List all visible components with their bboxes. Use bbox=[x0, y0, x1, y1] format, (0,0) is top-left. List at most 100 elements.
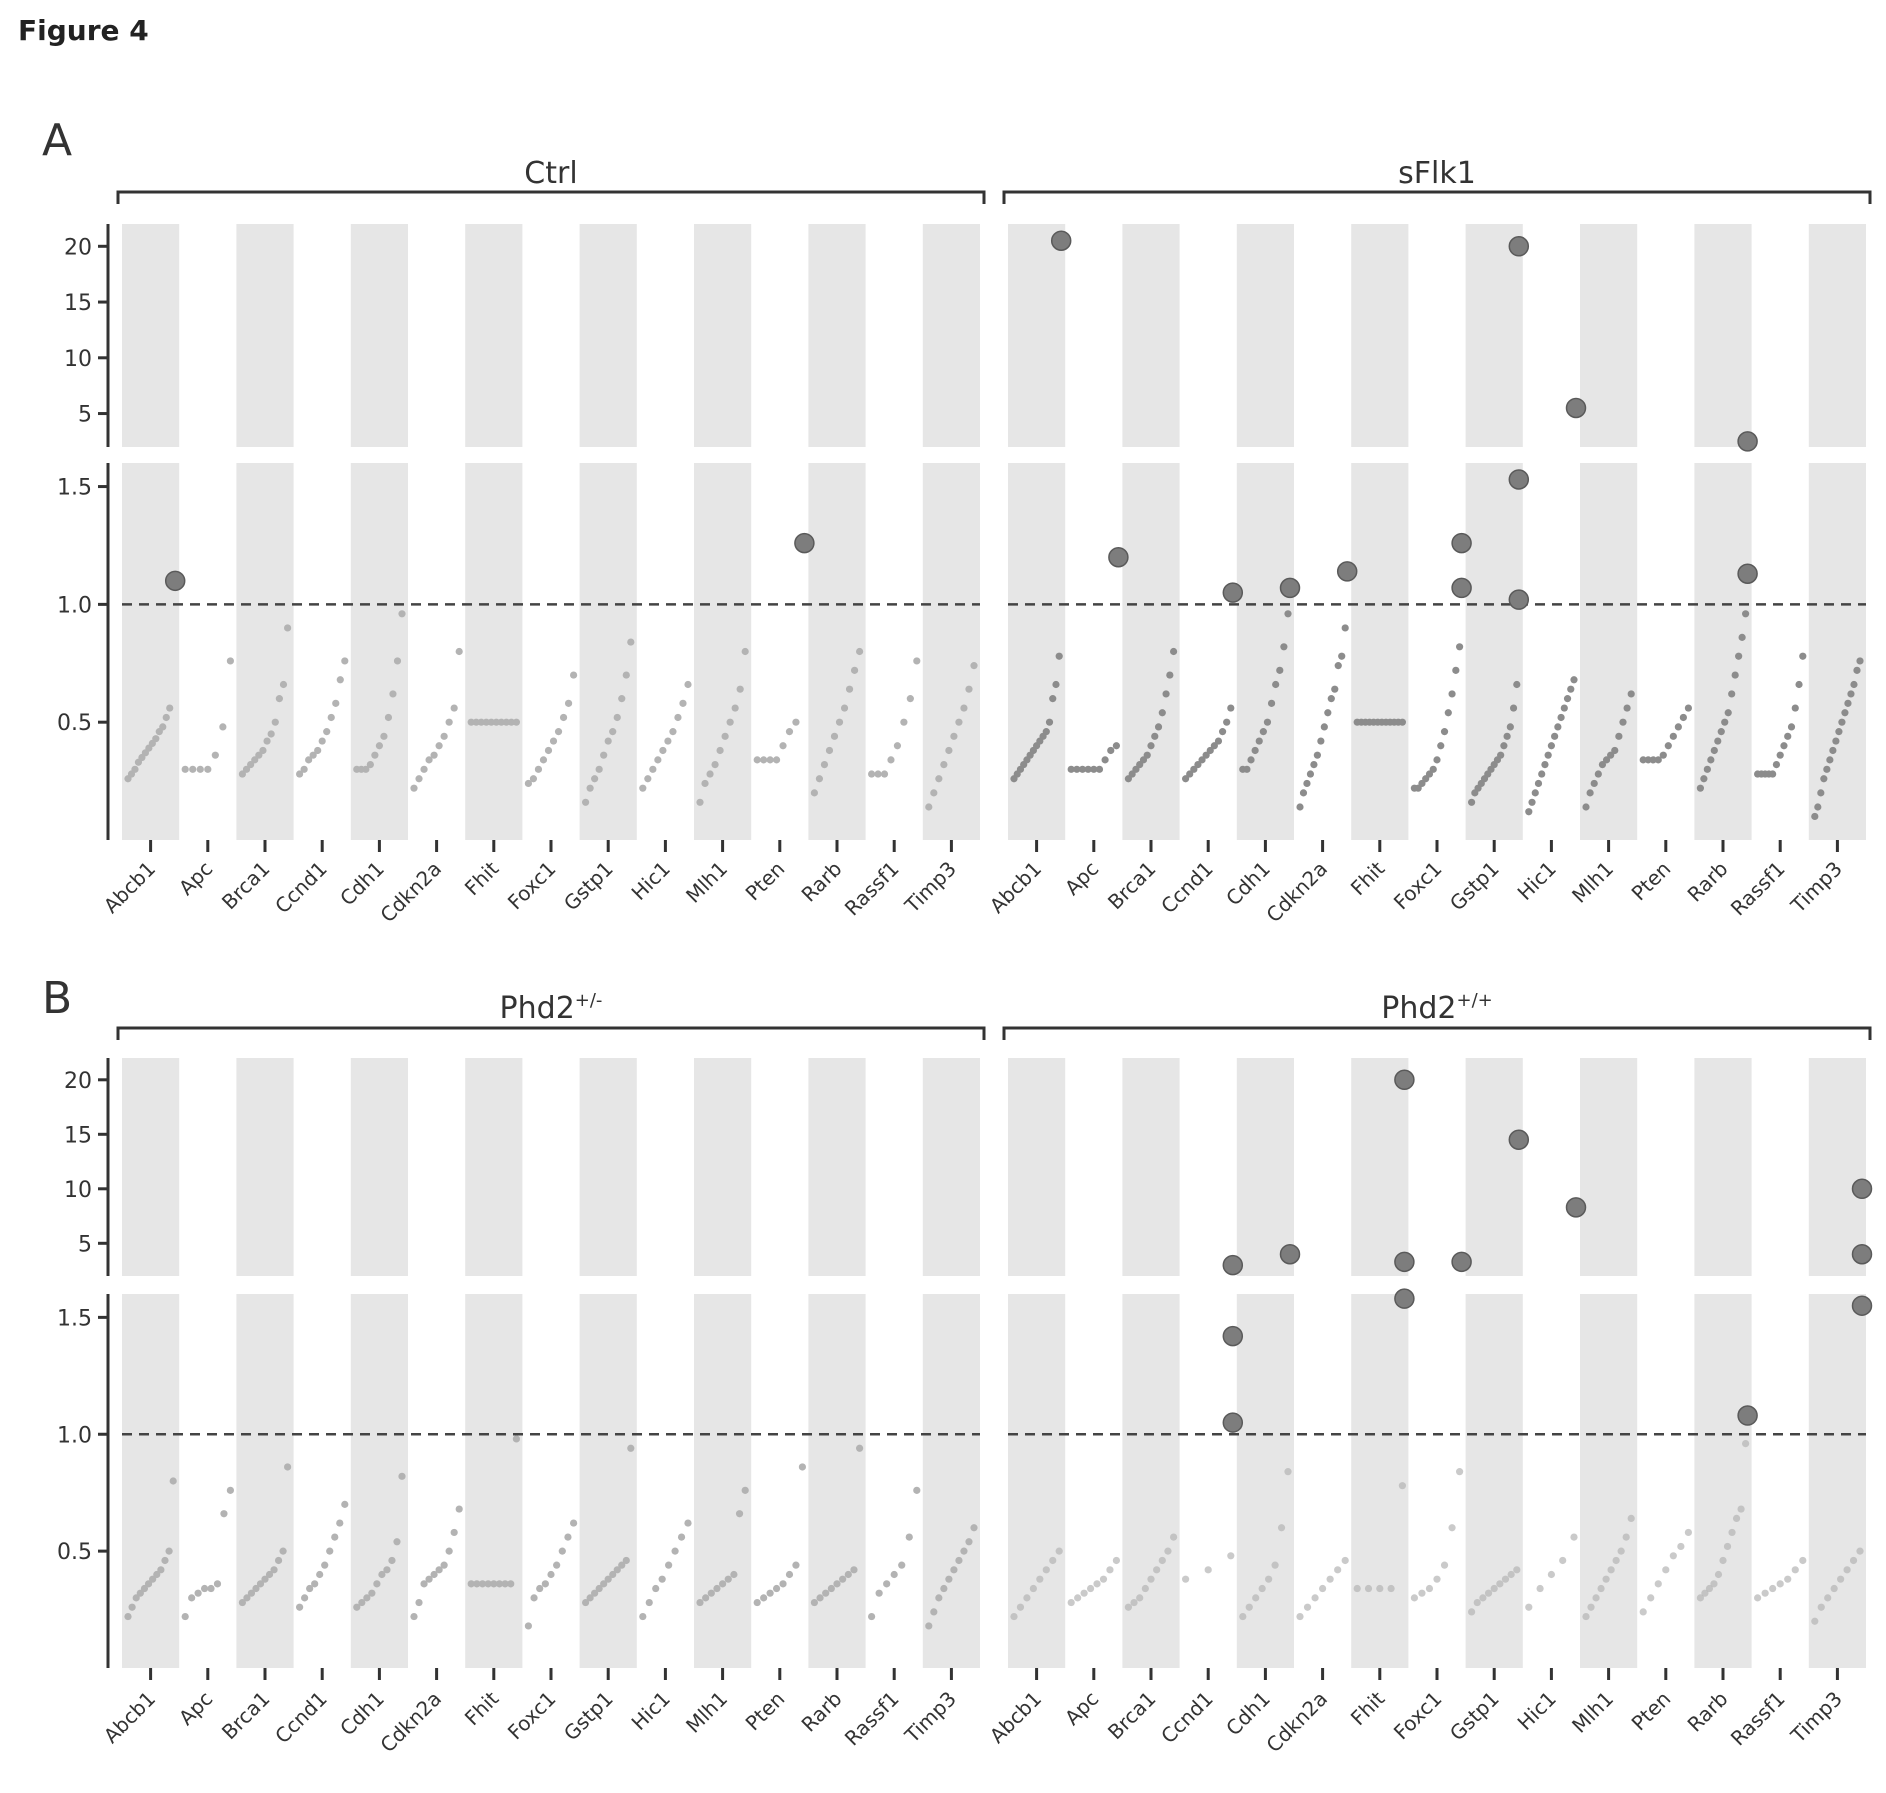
data-point bbox=[798, 1463, 807, 1471]
data-point bbox=[502, 718, 510, 726]
data-point bbox=[1334, 1566, 1342, 1574]
data-point bbox=[1732, 1514, 1741, 1522]
data-point bbox=[484, 1580, 492, 1588]
band-lower bbox=[350, 1294, 408, 1668]
data-point bbox=[839, 1575, 847, 1583]
data-point bbox=[226, 657, 234, 665]
data-point bbox=[530, 1594, 538, 1602]
data-point bbox=[467, 718, 475, 726]
x-tick-label: Rassf1 bbox=[1726, 857, 1790, 921]
data-point bbox=[305, 756, 313, 764]
data-point bbox=[600, 1580, 608, 1588]
data-point bbox=[398, 610, 406, 618]
data-point bbox=[845, 685, 854, 693]
x-tick-label: Pten bbox=[1627, 1687, 1676, 1736]
data-point bbox=[478, 1580, 487, 1588]
x-tick-label: Rarb bbox=[1683, 857, 1733, 907]
data-point bbox=[1452, 666, 1460, 674]
outlier-point bbox=[1222, 1325, 1244, 1347]
x-tick-label: Brca1 bbox=[1103, 1687, 1161, 1745]
data-point bbox=[1042, 1566, 1050, 1574]
data-point bbox=[1761, 1589, 1769, 1597]
x-tick-label: Mlh1 bbox=[1567, 857, 1618, 908]
band-lower bbox=[1465, 1294, 1523, 1668]
data-point bbox=[1817, 1603, 1825, 1611]
data-point bbox=[945, 1575, 953, 1583]
data-point bbox=[925, 803, 933, 811]
data-point bbox=[591, 1589, 599, 1597]
data-point bbox=[1080, 1589, 1088, 1597]
band-lower bbox=[1694, 463, 1752, 840]
data-point bbox=[1448, 1524, 1456, 1532]
data-point bbox=[1547, 742, 1555, 750]
data-point bbox=[1410, 1594, 1418, 1602]
x-tick-label: Hic1 bbox=[627, 1687, 675, 1735]
data-point bbox=[707, 1589, 715, 1597]
data-point bbox=[1647, 1594, 1655, 1602]
data-point bbox=[1644, 756, 1652, 764]
outlier-point bbox=[1508, 469, 1530, 490]
data-point bbox=[251, 756, 259, 764]
data-point bbox=[1136, 1594, 1144, 1602]
data-point bbox=[1151, 732, 1159, 740]
band-upper bbox=[122, 1058, 180, 1276]
data-point bbox=[735, 1510, 744, 1518]
data-point bbox=[473, 1580, 481, 1588]
outlier-point bbox=[794, 532, 815, 554]
y-tick-label: 15 bbox=[64, 1123, 92, 1148]
data-point bbox=[1856, 657, 1864, 665]
data-point bbox=[719, 1580, 727, 1588]
data-point bbox=[1218, 728, 1227, 736]
data-point bbox=[833, 1580, 841, 1588]
data-point bbox=[570, 1519, 578, 1527]
x-tick-label: Fhit bbox=[460, 856, 504, 900]
data-point bbox=[622, 1556, 630, 1565]
data-point bbox=[856, 647, 864, 656]
data-point bbox=[1674, 723, 1682, 731]
data-point bbox=[1327, 695, 1335, 703]
data-point bbox=[1824, 1594, 1832, 1602]
data-point bbox=[362, 765, 370, 773]
data-point bbox=[306, 1584, 314, 1593]
data-point bbox=[1639, 1608, 1647, 1616]
data-point bbox=[296, 770, 304, 778]
data-point bbox=[1509, 704, 1518, 712]
data-point bbox=[375, 742, 383, 750]
x-tick-label: Abcb1 bbox=[985, 857, 1046, 918]
data-point bbox=[1158, 1556, 1166, 1565]
data-point bbox=[1612, 1556, 1620, 1565]
data-point bbox=[495, 1580, 504, 1588]
data-point bbox=[935, 775, 943, 783]
data-point bbox=[1124, 1603, 1132, 1611]
data-point bbox=[279, 1547, 287, 1555]
band-lower bbox=[1465, 463, 1523, 840]
panel-letter: A bbox=[42, 115, 72, 166]
data-point bbox=[627, 638, 635, 646]
data-point bbox=[1331, 685, 1339, 693]
y-tick-label: 10 bbox=[64, 347, 92, 372]
data-point bbox=[1206, 746, 1214, 755]
data-point bbox=[279, 680, 288, 689]
x-tick-label: Fhit bbox=[460, 1686, 504, 1730]
data-point bbox=[970, 662, 978, 670]
data-point bbox=[1112, 742, 1120, 750]
band-lower bbox=[236, 463, 294, 840]
data-point bbox=[1525, 1603, 1533, 1611]
data-point bbox=[243, 1594, 251, 1602]
data-point bbox=[1669, 1552, 1677, 1560]
data-point bbox=[591, 775, 599, 783]
data-point bbox=[259, 746, 267, 755]
data-point bbox=[696, 798, 704, 806]
data-point bbox=[1170, 647, 1178, 656]
band-upper bbox=[1236, 224, 1294, 447]
data-point bbox=[674, 713, 682, 722]
data-point bbox=[1049, 695, 1057, 703]
data-point bbox=[371, 751, 379, 759]
data-point bbox=[1147, 1575, 1155, 1583]
data-point bbox=[618, 1561, 626, 1569]
data-point bbox=[850, 666, 859, 674]
data-point bbox=[1705, 1584, 1714, 1593]
data-point bbox=[1277, 1524, 1286, 1532]
outlier-point bbox=[164, 570, 186, 592]
data-point bbox=[1334, 662, 1342, 670]
